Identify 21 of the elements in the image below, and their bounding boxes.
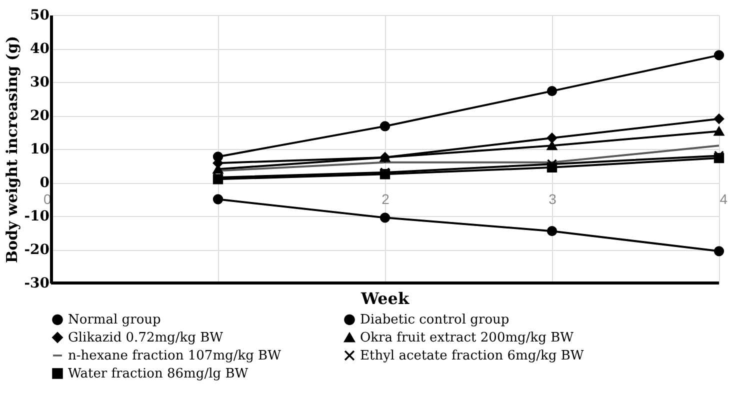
x-tick-label: 4 xyxy=(720,191,728,207)
x-tick-label: 3 xyxy=(548,191,557,207)
legend-label: Ethyl acetate fraction 6mg/kg BW xyxy=(360,348,584,364)
y-tick-label: 0 xyxy=(40,175,50,191)
y-axis-title: Body weight increasing (g) xyxy=(3,36,22,264)
legend-label: Normal group xyxy=(68,312,161,328)
legend-label: Glikazid 0.72mg/kg BW xyxy=(68,330,224,346)
y-tick-label: 20 xyxy=(30,108,50,124)
y-tick-label: 10 xyxy=(30,142,50,158)
y-tick-label: -10 xyxy=(24,208,50,224)
y-tick-label: -20 xyxy=(24,242,50,258)
y-tick-label: -30 xyxy=(24,276,50,292)
x-tick-label: 2 xyxy=(382,191,390,207)
legend-label: Water fraction 86mg/lg BW xyxy=(68,366,249,382)
legend-label: Okra fruit extract 200mg/kg BW xyxy=(360,330,574,346)
legend-label: Diabetic control group xyxy=(360,312,510,328)
y-tick-label: 40 xyxy=(30,41,50,57)
x-axis-title: Week xyxy=(360,289,410,308)
legend-label: n-hexane fraction 107mg/kg BW xyxy=(68,348,282,364)
y-tick-label: 50 xyxy=(30,8,50,24)
y-tick-label: 30 xyxy=(30,74,50,90)
